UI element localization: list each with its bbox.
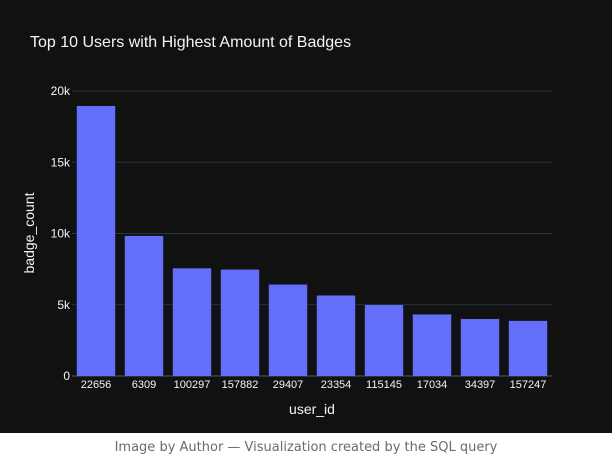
x-axis-title: user_id xyxy=(289,401,335,417)
y-tick-label: 15k xyxy=(51,155,71,169)
x-tick-label: 34397 xyxy=(465,379,496,391)
x-tick-label: 22656 xyxy=(81,379,112,391)
x-tick-label: 17034 xyxy=(417,379,448,391)
bar-23354[interactable] xyxy=(316,295,356,376)
y-tick-label: 5k xyxy=(57,298,71,312)
y-tick-label: 10k xyxy=(51,227,71,241)
bar-34397[interactable] xyxy=(460,319,500,376)
y-tick-label: 20k xyxy=(51,84,71,98)
x-tick-label: 100297 xyxy=(174,379,211,391)
bar-17034[interactable] xyxy=(412,314,452,376)
x-tick-label: 115145 xyxy=(366,379,402,391)
bar-157247[interactable] xyxy=(508,320,548,376)
x-tick-label: 23354 xyxy=(321,379,352,391)
bar-22656[interactable] xyxy=(76,105,116,377)
x-tick-label: 29407 xyxy=(273,379,304,391)
chart-panel: 0 5k 10k 15k 20k 22656 6309 100297 157882 29407 2… xyxy=(0,0,612,433)
chart-title: Top 10 Users with Highest Amount of Badg… xyxy=(30,34,351,51)
bar-157882[interactable] xyxy=(220,269,260,376)
image-caption: Image by Author — Visualization created … xyxy=(114,440,498,455)
bar-6309[interactable] xyxy=(124,235,164,376)
bar-100297[interactable] xyxy=(172,268,212,376)
y-tick-labels: 0 5k 10k 15k 20k xyxy=(51,84,71,383)
x-tick-labels: 22656 6309 100297 157882 29407 23354 115145 170… xyxy=(81,379,547,391)
x-tick-label: 157247 xyxy=(510,379,547,391)
bar-115145[interactable] xyxy=(364,305,404,376)
bar-29407[interactable] xyxy=(268,284,308,376)
x-tick-label: 157882 xyxy=(222,379,259,391)
bars xyxy=(76,105,548,377)
x-tick-label: 6309 xyxy=(132,379,156,391)
y-axis-title: badge_count xyxy=(21,192,37,273)
y-tick-label: 0 xyxy=(63,369,70,383)
